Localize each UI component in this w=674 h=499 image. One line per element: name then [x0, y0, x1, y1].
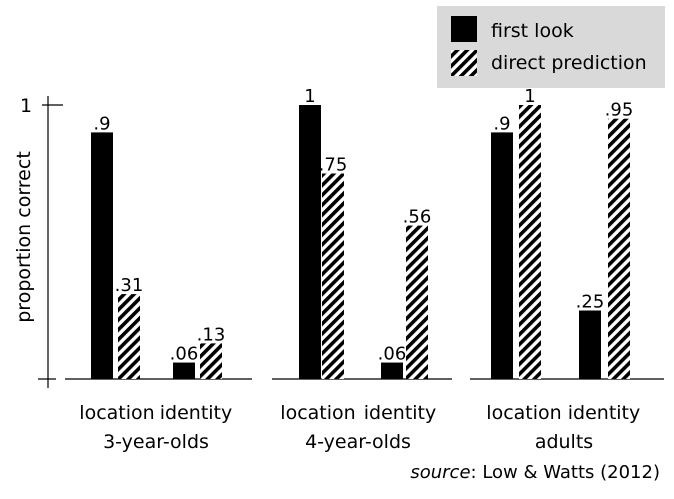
bar-adults-location-direct-prediction	[519, 105, 541, 379]
legend-swatch-direct-prediction	[451, 50, 477, 76]
category-labels: location identity location identity loca…	[79, 402, 640, 424]
source-text: : Low & Watts (2012)	[471, 462, 660, 483]
value-label-adults-identity-direct-prediction: .95	[605, 100, 634, 121]
legend-label-first-look: first look	[491, 20, 574, 42]
value-label-3-year-olds-identity-first-look: .06	[170, 344, 199, 365]
bar-4-year-olds-location-first-look	[299, 105, 321, 379]
bar-adults-location-first-look	[491, 132, 513, 379]
value-label-4-year-olds-location-direct-prediction: .75	[319, 155, 348, 176]
category-label-3yo-location: location	[79, 402, 154, 424]
category-label-adults-identity: identity	[568, 402, 641, 424]
group-label-adults: adults	[535, 431, 593, 453]
value-label-adults-location-first-look: .9	[493, 113, 510, 134]
bar-3-year-olds-location-first-look	[91, 132, 113, 379]
bars: .9.31.06.131.75.06.56.91.25.95	[91, 86, 633, 379]
category-label-4yo-identity: identity	[364, 402, 437, 424]
bar-3-year-olds-identity-first-look	[173, 362, 195, 379]
value-label-4-year-olds-location-first-look: 1	[304, 86, 315, 107]
bar-4-year-olds-identity-first-look	[381, 362, 403, 379]
category-label-3yo-identity: identity	[160, 402, 233, 424]
bar-4-year-olds-identity-direct-prediction	[406, 225, 428, 379]
y-axis: 1 proportion correct	[13, 95, 63, 388]
group-label-4-year-olds: 4-year-olds	[305, 431, 411, 453]
value-label-3-year-olds-location-first-look: .9	[93, 113, 110, 134]
bar-4-year-olds-location-direct-prediction	[322, 173, 344, 379]
legend-swatch-first-look	[451, 16, 477, 42]
source-prefix: source	[410, 462, 470, 483]
bar-adults-identity-first-look	[579, 310, 601, 379]
group-label-3-year-olds: 3-year-olds	[103, 431, 209, 453]
group-labels: 3-year-olds 4-year-olds adults	[103, 431, 593, 453]
source-note: source: Low & Watts (2012)	[410, 462, 660, 483]
category-label-4yo-location: location	[280, 402, 355, 424]
value-label-4-year-olds-identity-first-look: .06	[378, 344, 407, 365]
value-label-adults-identity-first-look: .25	[576, 292, 605, 313]
value-label-4-year-olds-identity-direct-prediction: .56	[403, 207, 432, 228]
y-tick-label-1: 1	[20, 95, 32, 117]
value-label-3-year-olds-identity-direct-prediction: .13	[197, 324, 226, 345]
legend: first look direct prediction	[437, 6, 665, 88]
category-label-adults-location: location	[486, 402, 561, 424]
bar-3-year-olds-identity-direct-prediction	[200, 343, 222, 379]
legend-label-direct-prediction: direct prediction	[491, 52, 647, 74]
value-label-adults-location-direct-prediction: 1	[524, 86, 535, 107]
y-axis-label: proportion correct	[13, 151, 35, 323]
bar-adults-identity-direct-prediction	[608, 118, 630, 379]
bar-3-year-olds-location-direct-prediction	[118, 294, 140, 379]
value-label-3-year-olds-location-direct-prediction: .31	[115, 275, 144, 296]
